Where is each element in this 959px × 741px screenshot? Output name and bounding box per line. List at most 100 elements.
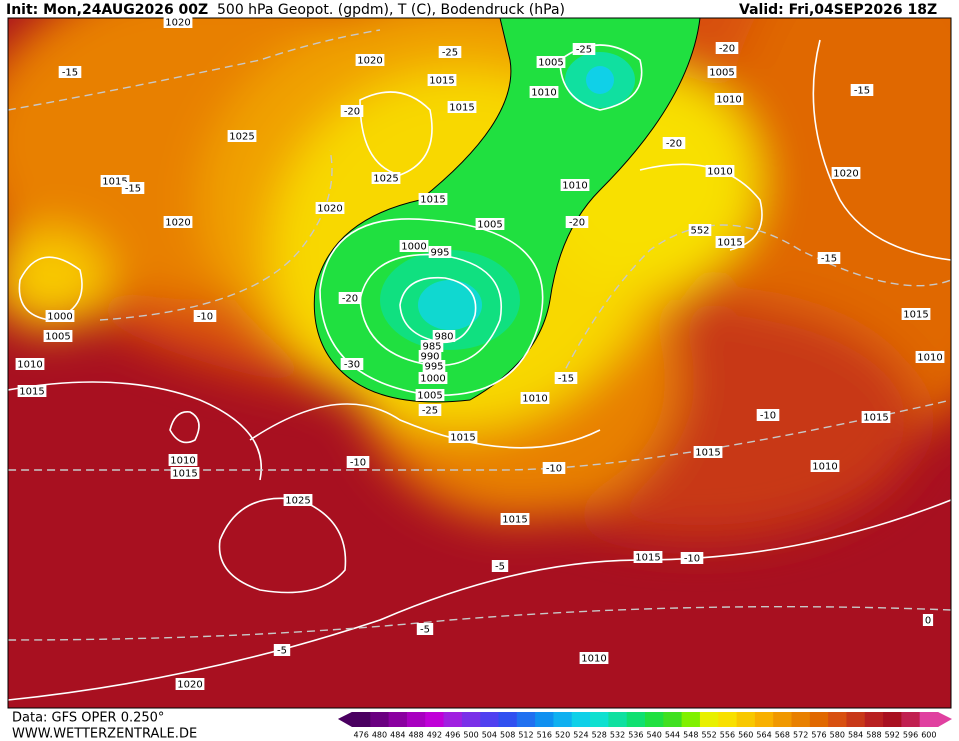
colorbar-label: 500	[463, 731, 478, 740]
label-box	[315, 202, 345, 214]
colorbar-swatch	[828, 712, 847, 727]
map-label: -5	[495, 562, 505, 573]
map-field	[8, 18, 951, 708]
colorbar-label: 572	[793, 731, 808, 740]
map-label: 1015	[863, 413, 888, 424]
colorbar-swatch	[754, 712, 774, 727]
label-box	[121, 182, 145, 194]
colorbar-label: 504	[482, 731, 497, 740]
label-box	[43, 330, 73, 342]
map-label: -25	[442, 48, 458, 59]
label-box	[810, 460, 840, 472]
colorbar-swatch	[791, 712, 811, 727]
colorbar-swatch	[718, 712, 738, 727]
label-box	[416, 623, 434, 635]
map-frame	[7, 17, 952, 709]
map-label: 1015	[420, 195, 445, 206]
label-box	[418, 350, 442, 362]
label-box	[163, 16, 193, 28]
map-label: 552	[690, 226, 709, 237]
label-box	[418, 404, 442, 416]
map-label: 1000	[420, 374, 445, 385]
colorbar-swatch	[846, 712, 866, 727]
colorbar-swatch	[352, 712, 371, 727]
map-label: 1005	[709, 68, 734, 79]
label-box	[756, 409, 780, 421]
colorbar-swatch	[516, 712, 536, 727]
label-box	[850, 84, 874, 96]
map-label: -10	[760, 411, 776, 422]
map-label: 1020	[357, 56, 382, 67]
colorbar-swatch	[498, 712, 518, 727]
colorbar-swatch	[901, 712, 921, 727]
map-label: 1020	[317, 204, 342, 215]
map-label: -10	[350, 458, 366, 469]
map-label: -10	[684, 554, 700, 565]
map-label: -15	[125, 184, 141, 195]
map-label: -20	[569, 218, 585, 229]
label-box	[554, 372, 578, 384]
label-box	[565, 216, 589, 228]
map-label: 1015	[429, 76, 454, 87]
label-box	[715, 236, 745, 248]
map-label: 1010	[522, 394, 547, 405]
map-label: -15	[62, 68, 78, 79]
map-label: 1010	[531, 88, 556, 99]
label-box	[500, 513, 530, 525]
label-box	[447, 101, 477, 113]
label-box	[346, 456, 370, 468]
map-label: 1010	[17, 360, 42, 371]
label-box	[168, 454, 198, 466]
label-box	[17, 385, 47, 397]
colorbar-label: 516	[537, 731, 552, 740]
label-box	[438, 46, 462, 58]
map-label: 1015	[695, 448, 720, 459]
label-box	[901, 308, 931, 320]
label-box	[861, 411, 891, 423]
map-label: -20	[342, 294, 358, 305]
colorbar-label: 588	[866, 731, 881, 740]
colorbar-label: 480	[372, 731, 387, 740]
label-box	[340, 358, 364, 370]
colorbar-label: 544	[665, 731, 680, 740]
label-box	[915, 351, 945, 363]
map-label: 1005	[477, 220, 502, 231]
colorbar-swatch	[370, 712, 390, 727]
map-label: -10	[197, 312, 213, 323]
map-label: 1005	[45, 332, 70, 343]
label-box	[579, 652, 609, 664]
map-label: -15	[558, 374, 574, 385]
label-box	[273, 644, 291, 656]
colorbar-swatch	[535, 712, 554, 727]
label-box	[693, 446, 723, 458]
colorbar-swatch	[608, 712, 628, 727]
colorbar-arrow-left	[338, 712, 352, 727]
label-box	[338, 292, 362, 304]
map-label: 1000	[401, 242, 426, 253]
map-label: 995	[430, 248, 449, 259]
colorbar-label: 524	[573, 731, 588, 740]
label-box	[662, 137, 686, 149]
label-box	[283, 494, 313, 506]
label-box	[572, 43, 596, 55]
map-label: 1010	[716, 95, 741, 106]
colorbar: 476 480 484 488 492 496 500 504 508 512 516 520 524 5…	[338, 712, 952, 740]
label-box	[175, 678, 205, 690]
map-label: -25	[422, 406, 438, 417]
label-box	[427, 74, 457, 86]
colorbar-swatch	[773, 712, 792, 727]
map-title: 500 hPa Geopot. (gpdm), T (C), Bodendruc…	[217, 2, 565, 18]
colorbar-label: 508	[500, 731, 515, 740]
label-box	[418, 372, 448, 384]
map-label: -20	[344, 107, 360, 118]
colorbar-swatch	[553, 712, 573, 727]
label-box	[371, 172, 401, 184]
map-label: 1010	[707, 167, 732, 178]
map-label: 1015	[502, 515, 527, 526]
map-label: 980	[434, 332, 453, 343]
map-label: 1010	[581, 654, 606, 665]
label-box	[15, 358, 45, 370]
colorbar-arrow-right	[938, 712, 952, 727]
map-label: 1025	[285, 496, 310, 507]
